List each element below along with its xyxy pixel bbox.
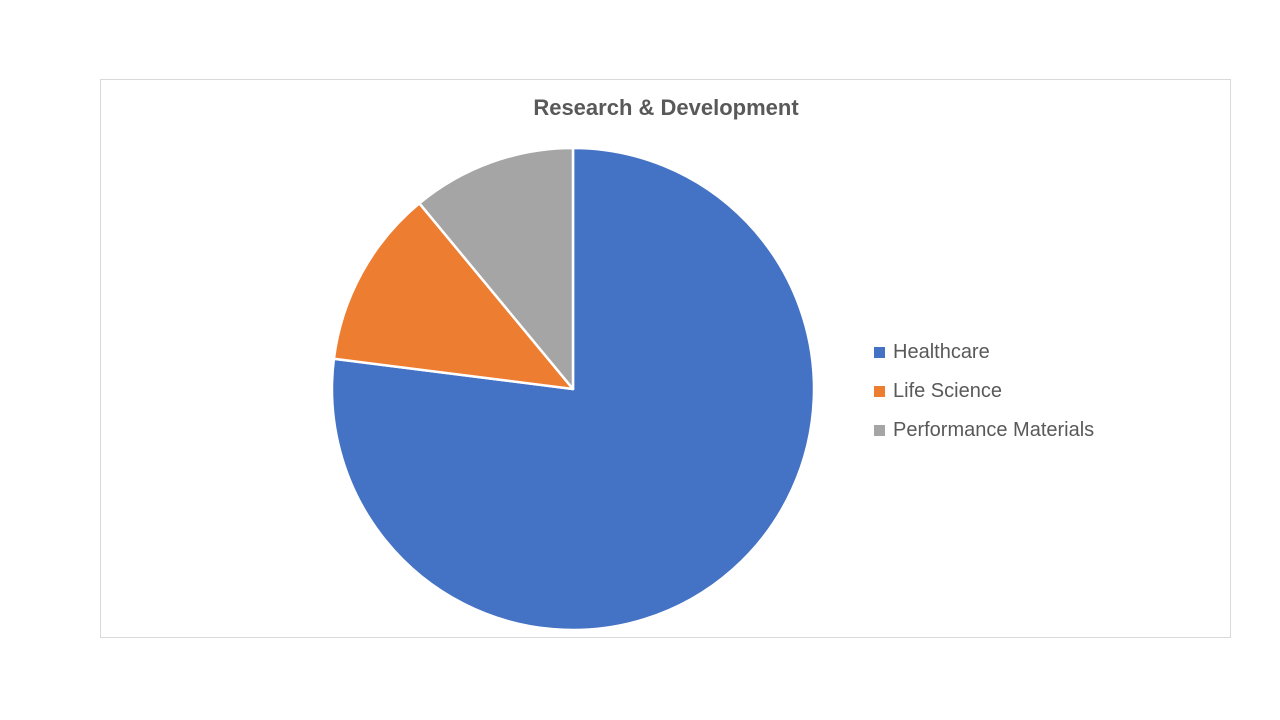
pie-slice-life-science — [332, 202, 575, 391]
legend-item-performance-materials: Performance Materials — [874, 411, 1094, 450]
legend-swatch-performance-materials — [874, 425, 885, 436]
pie-slices — [330, 146, 816, 632]
chart-title: Research & Development — [533, 95, 799, 120]
legend-item-healthcare: Healthcare — [874, 333, 1094, 372]
pie-slice-performance-materials — [418, 146, 575, 391]
legend-label-life-science: Life Science — [893, 380, 1002, 402]
legend-label-healthcare: Healthcare — [893, 341, 990, 363]
legend-swatch-healthcare — [874, 347, 885, 358]
legend-label-performance-materials: Performance Materials — [893, 419, 1095, 441]
legend: Healthcare Life Science Performance Mate… — [874, 333, 1094, 450]
legend-item-life-science: Life Science — [874, 372, 1094, 411]
legend-swatch-life-science — [874, 386, 885, 397]
